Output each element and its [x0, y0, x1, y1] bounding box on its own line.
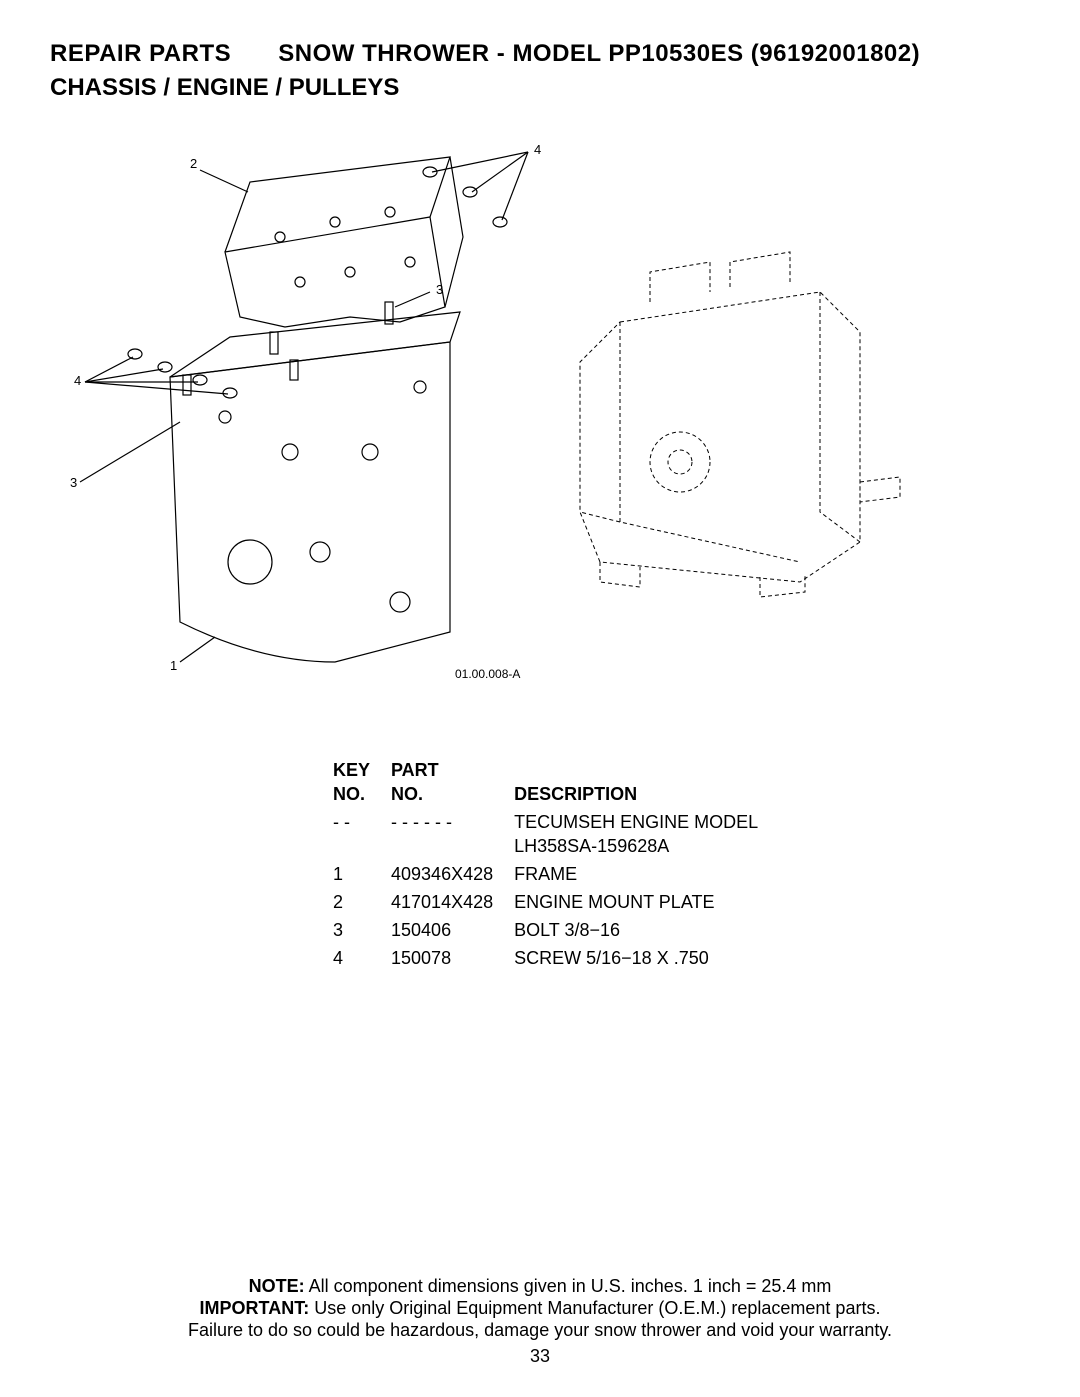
- col-key-no: KEY NO.: [332, 757, 388, 807]
- page: REPAIR PARTS SNOW THROWER - MODEL PP1053…: [0, 0, 1080, 1397]
- note-text: All component dimensions given in U.S. i…: [309, 1276, 832, 1296]
- table-row: - - - - - - - - TECUMSEH ENGINE MODEL LH…: [332, 809, 792, 859]
- callout-1: 1: [170, 658, 177, 673]
- page-number: 33: [0, 1345, 1080, 1367]
- product-label: SNOW THROWER - MODEL: [278, 40, 601, 67]
- repair-parts-label: REPAIR PARTS: [50, 40, 271, 67]
- callout-4-right: 4: [534, 142, 541, 157]
- table-row: 4 150078 SCREW 5/16−18 X .750: [332, 945, 792, 971]
- table-row: 2 417014X428 ENGINE MOUNT PLATE: [332, 889, 792, 915]
- col-description: DESCRIPTION: [513, 757, 792, 807]
- table-row: 3 150406 BOLT 3/8−16: [332, 917, 792, 943]
- diagram-area: 2 4 3 3 4 1: [50, 122, 1030, 682]
- product-number: (96192001802): [751, 40, 920, 67]
- note-label: NOTE:: [249, 1276, 305, 1296]
- important-label: IMPORTANT:: [200, 1298, 310, 1318]
- callout-2: 2: [190, 156, 197, 171]
- drawing-reference: 01.00.008-A: [455, 667, 520, 681]
- footer-notes: NOTE: All component dimensions given in …: [0, 1275, 1080, 1367]
- warning-text: Failure to do so could be hazardous, dam…: [0, 1319, 1080, 1341]
- section-subhead: CHASSIS / ENGINE / PULLEYS: [50, 74, 1030, 102]
- callout-3-left: 3: [70, 475, 77, 490]
- parts-table: KEY NO. PART NO. DESCRIPTION - - - - - -…: [330, 755, 794, 973]
- callout-4-left: 4: [74, 373, 81, 388]
- important-text: Use only Original Equipment Manufacturer…: [314, 1298, 880, 1318]
- table-row: 1 409346X428 FRAME: [332, 861, 792, 887]
- callout-3-right: 3: [436, 282, 443, 297]
- model-code: PP10530ES: [608, 40, 743, 67]
- exploded-diagram: 2 4 3 3 4 1: [50, 122, 1030, 682]
- header-line: REPAIR PARTS SNOW THROWER - MODEL PP1053…: [50, 40, 1030, 68]
- col-part-no: PART NO.: [390, 757, 511, 807]
